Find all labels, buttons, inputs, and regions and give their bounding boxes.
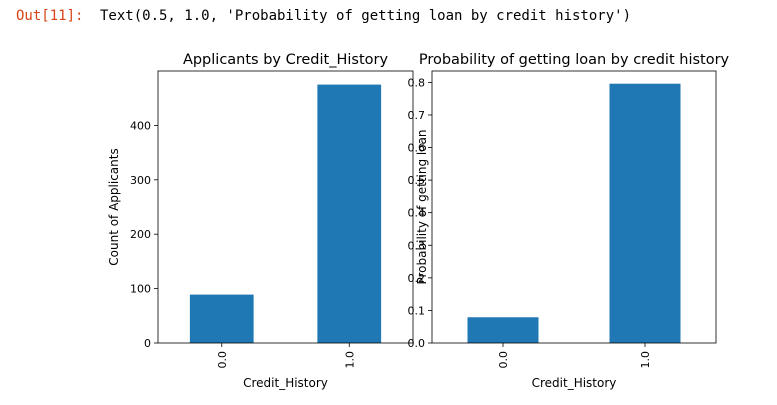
- y-tick-label: 300: [130, 174, 151, 187]
- y-tick-label: 0.8: [408, 76, 426, 89]
- bar-0.0: [467, 317, 539, 343]
- chart-title: Probability of getting loan by credit hi…: [419, 52, 730, 68]
- output-row: Out[11]: Text(0.5, 1.0, 'Probability of …: [0, 8, 777, 30]
- y-tick-label: 0.5: [408, 174, 426, 187]
- x-tick-label: 1.0: [343, 351, 356, 369]
- x-axis-label: Credit_History: [243, 376, 328, 390]
- x-axis-label: Credit_History: [532, 376, 617, 390]
- x-tick-label: 1.0: [639, 351, 652, 369]
- y-tick-label: 200: [130, 228, 151, 241]
- y-tick-label: 100: [130, 283, 151, 296]
- y-tick-label: 0: [144, 337, 151, 350]
- y-tick-label: 0.0: [408, 337, 426, 350]
- y-tick-label: 400: [130, 119, 151, 132]
- plot-frame: [157, 70, 414, 344]
- y-tick-label: 0.6: [408, 142, 426, 155]
- y-tick-label: 0.1: [408, 304, 426, 317]
- y-tick-label: 0.4: [408, 207, 426, 220]
- bar-1.0: [609, 83, 681, 343]
- chart-credit-history-count: Applicants by Credit_History 0 100 200 300 40…: [107, 52, 414, 390]
- x-tick-label: 0.0: [497, 351, 510, 369]
- y-tick-label: 0.7: [408, 109, 426, 122]
- output-text: Text(0.5, 1.0, 'Probability of getting l…: [100, 8, 632, 24]
- y-tick-label: 0.3: [408, 239, 426, 252]
- bar-0.0: [189, 294, 254, 343]
- output-prompt: Out[11]:: [16, 8, 84, 24]
- y-axis-label: Count of Applicants: [107, 148, 121, 265]
- y-tick-label: 0.2: [408, 272, 426, 285]
- y-axis-label: Probability of getting loan: [415, 129, 429, 284]
- chart-loan-probability: Probability of getting loan by credit hi…: [408, 52, 730, 390]
- plot-frame: [431, 70, 717, 344]
- x-tick-label: 0.0: [216, 351, 229, 369]
- chart-title: Applicants by Credit_History: [183, 52, 389, 68]
- bar-1.0: [317, 84, 382, 343]
